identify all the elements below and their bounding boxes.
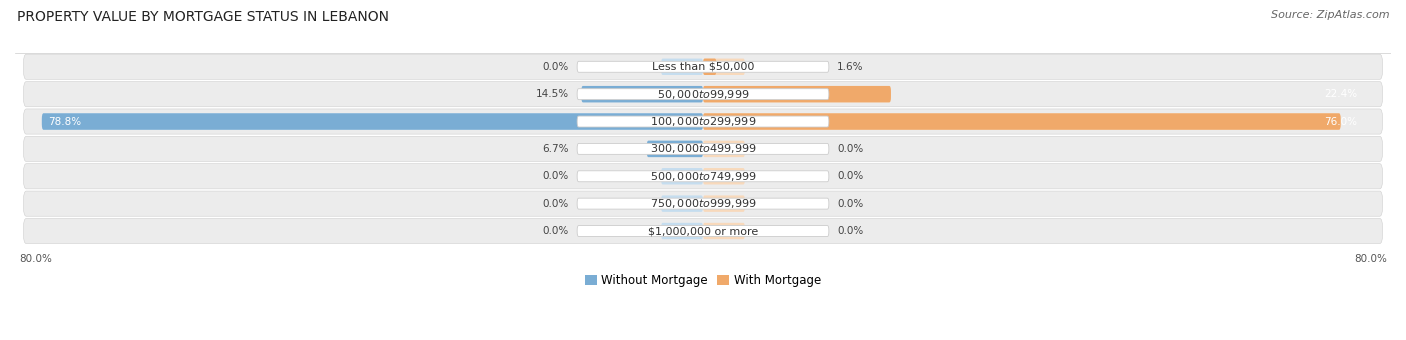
Text: Source: ZipAtlas.com: Source: ZipAtlas.com [1271, 10, 1389, 20]
Text: 0.0%: 0.0% [837, 226, 863, 236]
Text: $300,000 to $499,999: $300,000 to $499,999 [650, 142, 756, 155]
Text: 22.4%: 22.4% [1324, 89, 1357, 99]
FancyBboxPatch shape [576, 89, 830, 100]
FancyBboxPatch shape [703, 113, 1341, 130]
FancyBboxPatch shape [576, 171, 830, 182]
FancyBboxPatch shape [703, 141, 745, 157]
FancyBboxPatch shape [24, 54, 1382, 79]
FancyBboxPatch shape [703, 58, 745, 75]
FancyBboxPatch shape [703, 86, 891, 102]
Legend: Without Mortgage, With Mortgage: Without Mortgage, With Mortgage [581, 269, 825, 292]
FancyBboxPatch shape [703, 223, 745, 239]
Text: 6.7%: 6.7% [543, 144, 569, 154]
FancyBboxPatch shape [576, 116, 830, 127]
FancyBboxPatch shape [581, 86, 703, 102]
FancyBboxPatch shape [576, 225, 830, 237]
FancyBboxPatch shape [24, 109, 1382, 134]
Text: 78.8%: 78.8% [49, 117, 82, 126]
Text: 1.6%: 1.6% [837, 62, 863, 72]
FancyBboxPatch shape [581, 86, 703, 102]
FancyBboxPatch shape [24, 164, 1382, 189]
Text: 76.0%: 76.0% [1324, 117, 1357, 126]
Text: $50,000 to $99,999: $50,000 to $99,999 [657, 88, 749, 101]
Text: 0.0%: 0.0% [837, 171, 863, 181]
Text: Less than $50,000: Less than $50,000 [652, 62, 754, 72]
FancyBboxPatch shape [576, 61, 830, 72]
FancyBboxPatch shape [661, 168, 703, 185]
FancyBboxPatch shape [661, 223, 703, 239]
FancyBboxPatch shape [703, 113, 1341, 130]
FancyBboxPatch shape [24, 218, 1382, 243]
Text: 80.0%: 80.0% [1354, 254, 1386, 264]
FancyBboxPatch shape [576, 143, 830, 154]
FancyBboxPatch shape [647, 141, 703, 157]
FancyBboxPatch shape [703, 86, 891, 102]
FancyBboxPatch shape [42, 113, 703, 130]
Text: $500,000 to $749,999: $500,000 to $749,999 [650, 170, 756, 183]
Text: PROPERTY VALUE BY MORTGAGE STATUS IN LEBANON: PROPERTY VALUE BY MORTGAGE STATUS IN LEB… [17, 10, 389, 24]
Text: 0.0%: 0.0% [543, 62, 569, 72]
Text: 0.0%: 0.0% [837, 144, 863, 154]
Text: $1,000,000 or more: $1,000,000 or more [648, 226, 758, 236]
Text: 14.5%: 14.5% [536, 89, 569, 99]
FancyBboxPatch shape [661, 58, 703, 75]
Text: 0.0%: 0.0% [543, 171, 569, 181]
Text: 0.0%: 0.0% [837, 199, 863, 209]
FancyBboxPatch shape [24, 82, 1382, 107]
FancyBboxPatch shape [42, 113, 703, 130]
Text: $100,000 to $299,999: $100,000 to $299,999 [650, 115, 756, 128]
FancyBboxPatch shape [703, 195, 745, 212]
FancyBboxPatch shape [24, 191, 1382, 216]
Text: 0.0%: 0.0% [543, 226, 569, 236]
Text: 80.0%: 80.0% [20, 254, 52, 264]
Text: $750,000 to $999,999: $750,000 to $999,999 [650, 197, 756, 210]
FancyBboxPatch shape [661, 195, 703, 212]
FancyBboxPatch shape [703, 168, 745, 185]
FancyBboxPatch shape [647, 141, 703, 157]
FancyBboxPatch shape [703, 58, 717, 75]
FancyBboxPatch shape [576, 198, 830, 209]
Text: 0.0%: 0.0% [543, 199, 569, 209]
FancyBboxPatch shape [24, 136, 1382, 162]
